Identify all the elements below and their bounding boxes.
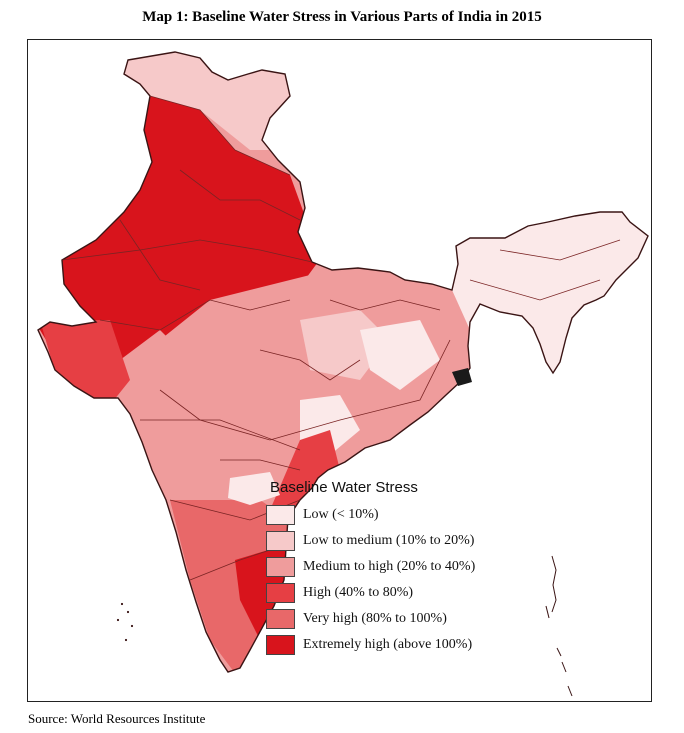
legend-label: High (40% to 80%) xyxy=(303,585,414,600)
andaman-nicobar-islands xyxy=(545,555,573,697)
legend-label: Medium to high (20% to 40%) xyxy=(303,559,476,574)
legend-label: Low to medium (10% to 20%) xyxy=(303,533,475,548)
india-outline xyxy=(37,51,649,673)
no-data-region xyxy=(452,368,472,386)
legend-label: Low (< 10%) xyxy=(303,507,379,522)
legend-swatch xyxy=(266,531,295,551)
legend-swatch xyxy=(266,609,295,629)
legend-item: Medium to high (20% to 40%) xyxy=(266,554,526,580)
map-legend: Baseline Water Stress Low (< 10%) Low to … xyxy=(266,479,526,658)
legend-items: Low (< 10%) Low to medium (10% to 20%) Med… xyxy=(266,502,526,658)
legend-item: Extremely high (above 100%) xyxy=(266,632,526,658)
legend-title: Baseline Water Stress xyxy=(270,479,418,496)
legend-item: Low to medium (10% to 20%) xyxy=(266,528,526,554)
legend-swatch xyxy=(266,505,295,525)
legend-item: High (40% to 80%) xyxy=(266,580,526,606)
legend-item: Very high (80% to 100%) xyxy=(266,606,526,632)
source-note: Source: World Resources Institute xyxy=(28,711,206,726)
legend-item: Low (< 10%) xyxy=(266,502,526,528)
legend-swatch xyxy=(266,583,295,603)
legend-label: Extremely high (above 100%) xyxy=(303,637,473,652)
lakshadweep-islands xyxy=(116,602,134,642)
map-title: Map 1: Baseline Water Stress in Various … xyxy=(142,9,542,25)
legend-swatch xyxy=(266,635,295,655)
legend-swatch xyxy=(266,557,295,577)
map-frame xyxy=(27,39,652,702)
legend-label: Very high (80% to 100%) xyxy=(303,611,447,626)
